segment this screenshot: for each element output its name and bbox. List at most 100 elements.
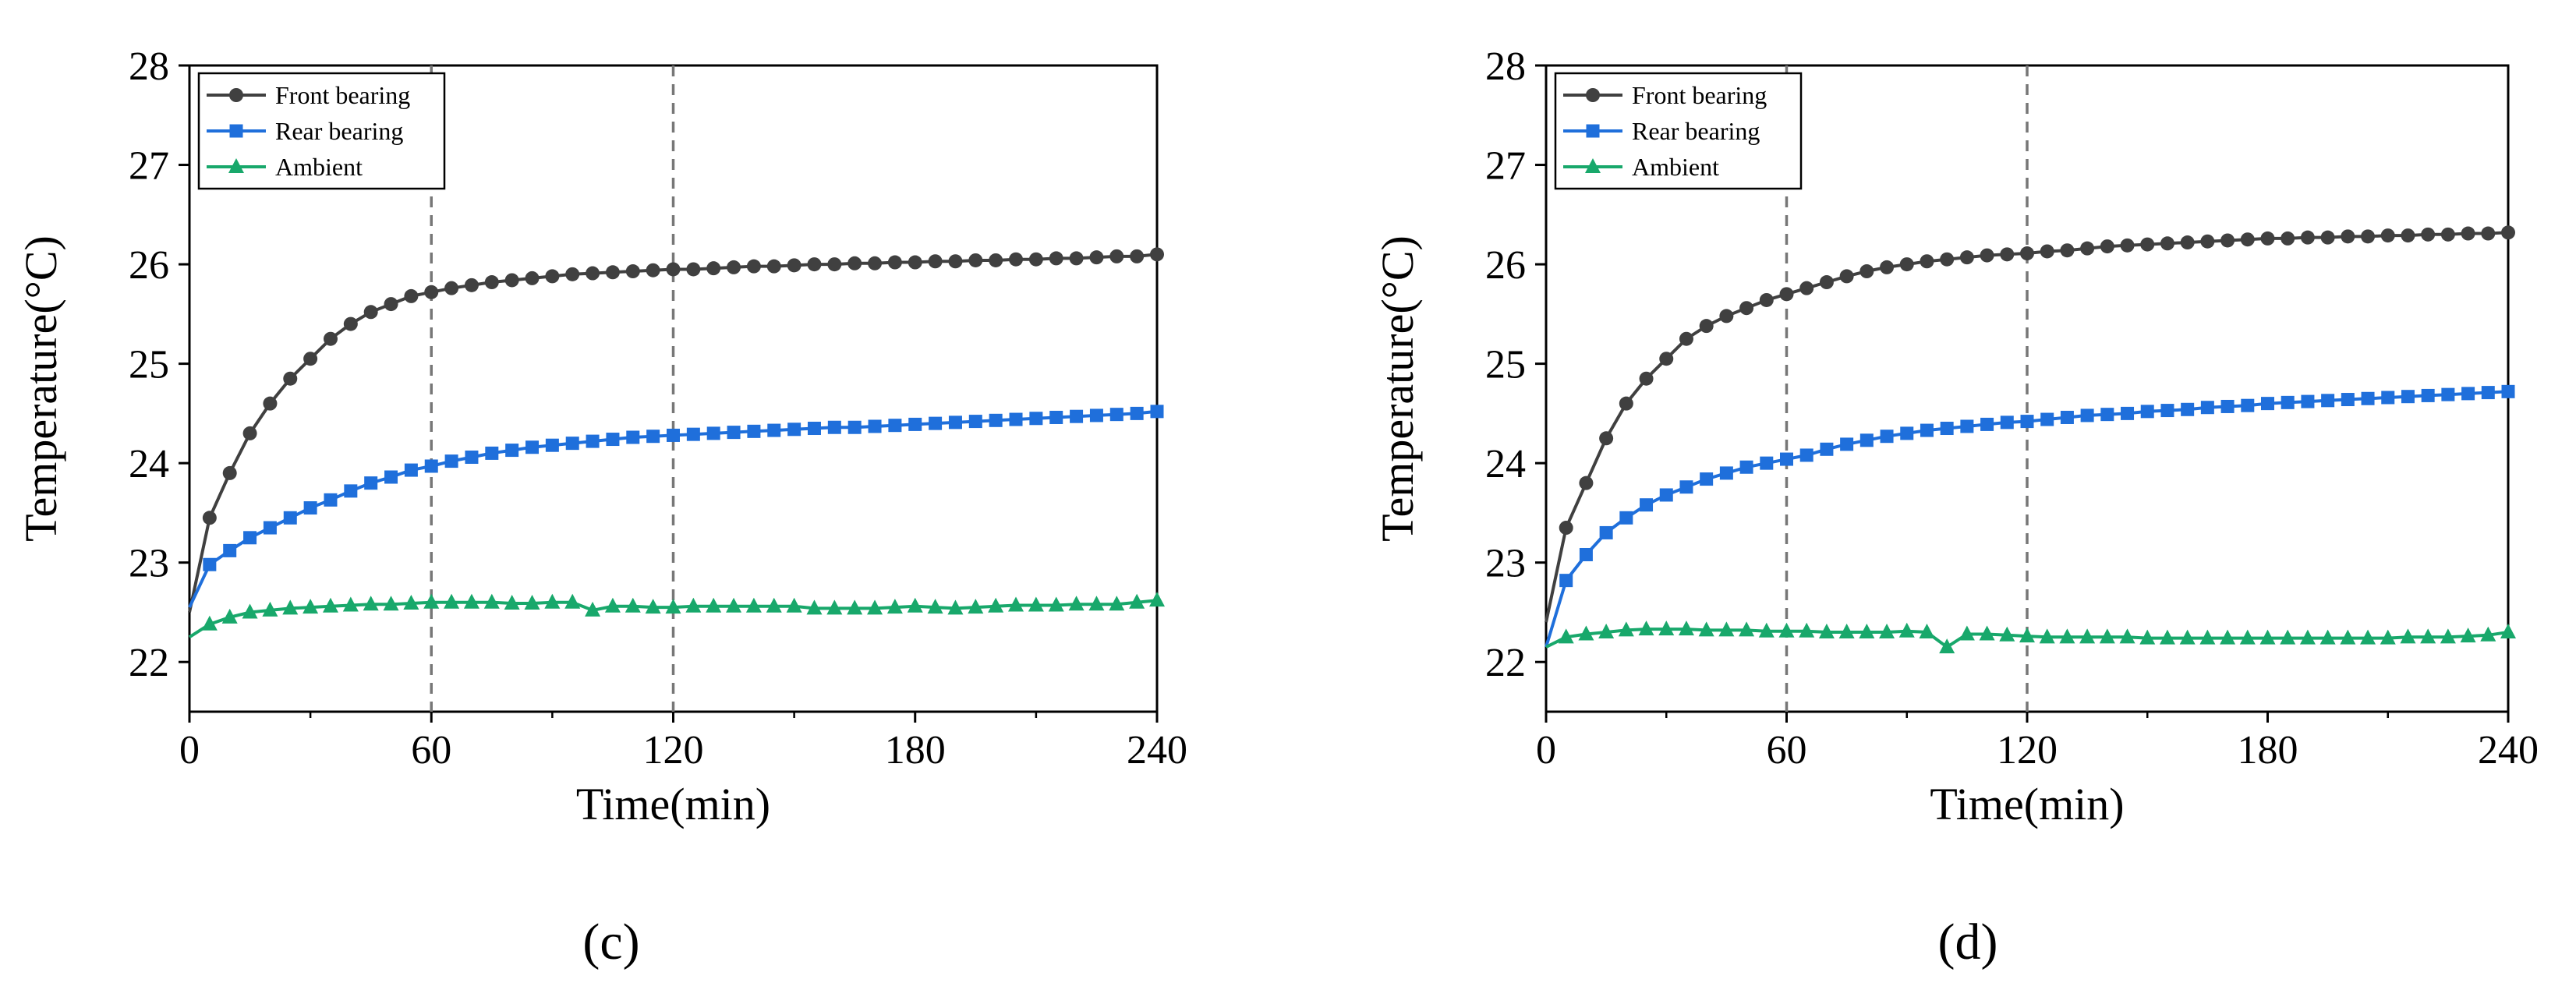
data-point bbox=[544, 593, 561, 609]
panel-label: (c) bbox=[582, 914, 639, 970]
data-point bbox=[2019, 628, 2035, 643]
series-front-bearing bbox=[188, 247, 1164, 613]
data-point bbox=[1009, 252, 1024, 267]
legend-marker bbox=[1585, 158, 1601, 173]
data-point bbox=[2039, 628, 2055, 644]
data-point bbox=[1069, 251, 1084, 266]
data-point bbox=[1149, 592, 1165, 607]
data-point bbox=[1679, 480, 1693, 494]
legend-label: Front bearing bbox=[275, 81, 410, 109]
data-point bbox=[2341, 229, 2355, 244]
data-point bbox=[586, 434, 600, 448]
data-point bbox=[867, 599, 883, 615]
data-point bbox=[989, 253, 1003, 267]
data-point bbox=[203, 557, 217, 571]
data-point bbox=[989, 413, 1003, 427]
data-point bbox=[645, 599, 661, 614]
data-point bbox=[1780, 452, 1793, 466]
series-front-bearing bbox=[1545, 225, 2515, 623]
data-point bbox=[1939, 638, 1955, 654]
data-point bbox=[1739, 621, 1755, 637]
data-point bbox=[1940, 422, 1954, 436]
data-point bbox=[1678, 620, 1694, 636]
data-point bbox=[2160, 236, 2174, 251]
data-point bbox=[767, 423, 781, 437]
data-point bbox=[1049, 251, 1063, 266]
data-point bbox=[303, 352, 318, 366]
data-point bbox=[1900, 426, 1914, 440]
data-point bbox=[484, 275, 499, 290]
legend: Front bearing Rear bearing Ambient bbox=[197, 72, 446, 190]
data-point bbox=[444, 593, 460, 609]
series-ambient bbox=[188, 592, 1165, 638]
data-point bbox=[1959, 625, 1975, 641]
data-point bbox=[968, 253, 983, 267]
data-point bbox=[343, 316, 358, 331]
data-point bbox=[324, 493, 338, 507]
data-point bbox=[706, 261, 721, 276]
data-point bbox=[1719, 309, 1734, 323]
data-point bbox=[2260, 231, 2275, 246]
data-point bbox=[223, 543, 237, 557]
data-point bbox=[2119, 628, 2135, 644]
data-point bbox=[2480, 626, 2496, 642]
data-point bbox=[1758, 622, 1775, 638]
data-point bbox=[2220, 629, 2236, 645]
data-point bbox=[886, 599, 903, 614]
data-point bbox=[1129, 593, 1145, 609]
data-point bbox=[1719, 466, 1733, 480]
data-point bbox=[1088, 596, 1105, 611]
data-point bbox=[1150, 405, 1164, 419]
data-point bbox=[826, 599, 843, 615]
data-point bbox=[363, 305, 378, 320]
data-point bbox=[1739, 460, 1753, 474]
x-tick-label: 60 bbox=[1767, 728, 1807, 772]
data-point bbox=[2320, 230, 2335, 245]
data-point bbox=[988, 597, 1004, 613]
y-tick-label: 24 bbox=[1485, 442, 1526, 486]
y-axis-label: Temperature(°C) bbox=[1372, 235, 1423, 542]
data-point bbox=[1638, 620, 1654, 636]
data-point bbox=[2179, 629, 2196, 645]
data-point bbox=[968, 415, 982, 429]
data-point bbox=[1028, 252, 1043, 267]
data-point bbox=[2461, 387, 2475, 401]
data-point bbox=[2200, 234, 2215, 249]
data-point bbox=[2501, 225, 2515, 240]
data-point bbox=[646, 430, 660, 444]
data-point bbox=[706, 597, 722, 613]
y-tick-label: 23 bbox=[129, 542, 169, 586]
data-point bbox=[1739, 301, 1754, 316]
data-point bbox=[2281, 231, 2295, 246]
data-point bbox=[2080, 241, 2095, 256]
data-point bbox=[947, 599, 964, 615]
data-point bbox=[2160, 404, 2174, 418]
data-point bbox=[1659, 352, 1674, 366]
chart-panel-c: 0 60 120 180 240 22 23 24 25 26 27 28 Time(min) Tempe… bbox=[16, 44, 1187, 970]
data-point bbox=[263, 521, 277, 535]
data-point bbox=[1659, 488, 1673, 502]
data-point bbox=[1999, 626, 2015, 642]
data-point bbox=[2401, 390, 2415, 404]
data-point bbox=[2400, 628, 2416, 644]
data-point bbox=[1089, 408, 1103, 422]
data-point bbox=[1698, 621, 1714, 637]
data-point bbox=[2440, 227, 2455, 242]
data-point bbox=[282, 599, 299, 615]
data-point bbox=[2100, 408, 2114, 422]
y-tick-label: 26 bbox=[1485, 243, 1526, 288]
x-tick-label: 0 bbox=[1536, 728, 1556, 772]
data-point bbox=[2099, 628, 2115, 644]
data-point bbox=[1130, 406, 1144, 420]
x-axis-label: Time(min) bbox=[576, 779, 770, 829]
data-point bbox=[927, 599, 943, 614]
series-rear-bearing bbox=[1545, 384, 2515, 648]
data-point bbox=[1880, 430, 1894, 444]
data-point bbox=[2020, 246, 2034, 261]
data-point bbox=[1820, 442, 1834, 456]
data-point bbox=[1558, 628, 1574, 644]
y-tick-label: 25 bbox=[129, 343, 169, 387]
data-point bbox=[625, 597, 641, 613]
data-point bbox=[806, 599, 823, 615]
data-point bbox=[2281, 395, 2295, 409]
